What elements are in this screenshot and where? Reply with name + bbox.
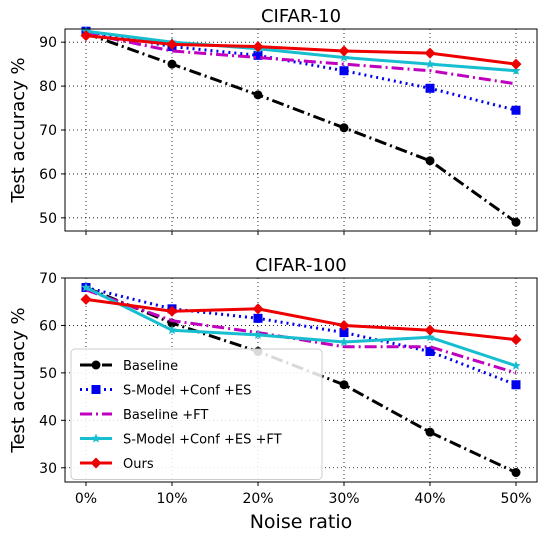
legend-marker: [91, 385, 101, 394]
data-point: [253, 50, 263, 60]
data-point: [511, 105, 521, 115]
x-tick-label: 40%: [414, 491, 445, 507]
panel-cifar10: 50 60 70 80 90 CIFAR-10 Test accuracy %: [8, 6, 538, 235]
data-point: [338, 319, 350, 331]
data-point: [339, 380, 349, 390]
data-point: [253, 329, 263, 339]
panel-title: CIFAR-100: [255, 255, 347, 276]
legend-entry: Ours: [80, 457, 154, 472]
series-s-model-conf-es-ft: [81, 282, 521, 370]
series-baseline-ft: [85, 31, 517, 86]
data-point: [167, 325, 177, 335]
data-point: [339, 337, 349, 347]
legend-label: Baseline: [123, 359, 178, 374]
legend-entry: S-Model +Conf +ES: [80, 384, 251, 399]
data-point: [510, 334, 522, 346]
legend-label: S-Model +Conf +ES: [123, 384, 251, 399]
data-point: [511, 217, 521, 227]
data-point: [425, 83, 435, 93]
legend-label: Baseline +FT: [123, 408, 208, 423]
y-tick-label: 40: [39, 413, 57, 429]
legend-entry: S-Model +Conf +ES +FT: [80, 433, 282, 448]
series-line: [85, 31, 517, 224]
y-tick-label: 80: [39, 79, 57, 95]
series-ours: [80, 30, 522, 70]
y-axis-label: Test accuracy %: [8, 307, 29, 453]
x-tick-label: 30%: [328, 491, 359, 507]
legend-label: S-Model +Conf +ES +FT: [123, 433, 282, 448]
axes-frame: [64, 277, 538, 483]
data-point: [338, 45, 350, 57]
y-tick-label: 50: [39, 366, 57, 382]
data-point: [167, 59, 177, 69]
data-point: [339, 123, 349, 133]
data-point: [339, 52, 349, 62]
legend-entry: Baseline +FT: [80, 408, 208, 423]
legend-marker: [90, 457, 102, 469]
legend-marker: [91, 433, 101, 443]
data-point: [511, 360, 521, 370]
y-tick-label: 90: [39, 35, 57, 51]
data-point: [166, 38, 178, 50]
y-tick-label: 60: [39, 167, 57, 183]
data-point: [253, 90, 263, 100]
x-axis-label: Noise ratio: [250, 511, 353, 533]
legend-entry: Baseline: [80, 359, 178, 374]
x-tick-label: 10%: [156, 491, 187, 507]
legend: Baseline S-Model +Conf +ES Baseline +FT S-M…: [70, 348, 323, 480]
legend-marker: [91, 360, 101, 370]
y-tick-label: 70: [39, 123, 57, 139]
series-line: [85, 286, 517, 368]
x-tick-label: 20%: [242, 491, 273, 507]
data-point: [253, 313, 263, 323]
data-point: [510, 58, 522, 70]
series-line: [85, 34, 517, 66]
data-point: [425, 59, 435, 69]
y-tick-label: 50: [39, 211, 57, 227]
x-tick-label: 0%: [75, 491, 97, 507]
data-point: [425, 347, 435, 357]
data-point: [424, 47, 436, 59]
data-point: [81, 282, 91, 292]
x-tick-label: 50%: [500, 491, 531, 507]
data-point: [80, 293, 92, 305]
legend-label: Ours: [123, 457, 154, 472]
data-point: [425, 427, 435, 437]
series-ours: [80, 293, 522, 346]
series-line: [85, 29, 517, 73]
legend-box: [70, 348, 323, 480]
y-axis-label: Test accuracy %: [8, 57, 29, 203]
y-tick-label: 70: [39, 271, 57, 287]
data-point: [339, 328, 349, 338]
data-point: [425, 332, 435, 342]
series-line: [85, 297, 517, 342]
data-point: [339, 66, 349, 76]
data-point: [511, 468, 521, 478]
data-point: [252, 41, 264, 53]
y-tick-label: 30: [39, 461, 57, 477]
panel-title: CIFAR-10: [261, 6, 341, 27]
series-line: [85, 286, 517, 387]
data-point: [80, 30, 92, 42]
data-point: [425, 156, 435, 166]
data-point: [511, 380, 521, 390]
y-tick-label: 60: [39, 318, 57, 334]
data-point: [166, 305, 178, 317]
data-point: [511, 65, 521, 75]
data-point: [252, 303, 264, 315]
data-point: [424, 324, 436, 336]
series-line: [85, 31, 517, 86]
